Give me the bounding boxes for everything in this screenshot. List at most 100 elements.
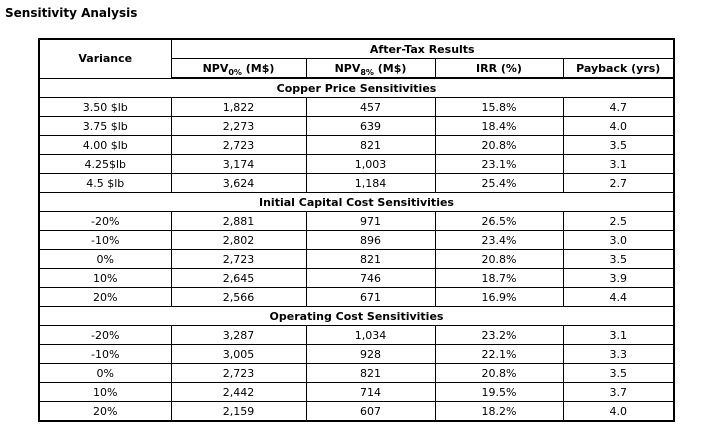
npv8-cell: 639 — [305, 116, 436, 136]
variance-cell: 20% — [38, 287, 172, 307]
irr-cell: 20.8% — [434, 249, 564, 269]
irr-cell: 23.1% — [434, 154, 564, 174]
payback-cell: 4.0 — [562, 401, 675, 422]
npv0-cell: 3,174 — [170, 154, 307, 174]
section-title-operating-cost: Operating Cost Sensitivities — [38, 306, 675, 326]
table-row: -10% 2,802 896 23.4% 3.0 — [38, 230, 675, 250]
npv0-cell: 2,802 — [170, 230, 307, 250]
payback-cell: 3.1 — [562, 154, 675, 174]
variance-cell: 10% — [38, 382, 172, 402]
payback-cell: 3.0 — [562, 230, 675, 250]
irr-cell: 18.4% — [434, 116, 564, 136]
irr-column-header: IRR (%) — [434, 58, 564, 79]
npv8-cell: 821 — [305, 363, 436, 383]
table-row: 10% 2,442 714 19.5% 3.7 — [38, 382, 675, 402]
section-copper-price: Copper Price Sensitivities 3.50 $lb 1,822… — [38, 77, 675, 193]
npv0-cell: 2,723 — [170, 363, 307, 383]
variance-cell: -10% — [38, 230, 172, 250]
table-row: 0% 2,723 821 20.8% 3.5 — [38, 363, 675, 383]
npv8-cell: 971 — [305, 211, 436, 231]
npv0-cell: 2,881 — [170, 211, 307, 231]
payback-cell: 3.1 — [562, 325, 675, 345]
section-header-row: Initial Capital Cost Sensitivities — [38, 192, 675, 212]
npv8-cell: 457 — [305, 97, 436, 117]
npv8-cell: 671 — [305, 287, 436, 307]
table-row: 20% 2,159 607 18.2% 4.0 — [38, 401, 675, 422]
after-tax-results-header: After-Tax Results — [170, 38, 675, 59]
table-row: 20% 2,566 671 16.9% 4.4 — [38, 287, 675, 307]
table-row: -10% 3,005 928 22.1% 3.3 — [38, 344, 675, 364]
npv8-cell: 1,184 — [305, 173, 436, 193]
variance-cell: 0% — [38, 249, 172, 269]
irr-cell: 19.5% — [434, 382, 564, 402]
table-row: -20% 3,287 1,034 23.2% 3.1 — [38, 325, 675, 345]
payback-cell: 4.4 — [562, 287, 675, 307]
npv0-unit: (M$) — [241, 61, 275, 75]
npv0-cell: 3,287 — [170, 325, 307, 345]
irr-cell: 16.9% — [434, 287, 564, 307]
table-row: 10% 2,645 746 18.7% 3.9 — [38, 268, 675, 288]
irr-cell: 22.1% — [434, 344, 564, 364]
npv8-subscript: 8% — [360, 67, 374, 77]
irr-cell: 23.4% — [434, 230, 564, 250]
irr-cell: 20.8% — [434, 363, 564, 383]
npv0-cell: 2,723 — [170, 135, 307, 155]
npv8-cell: 607 — [305, 401, 436, 422]
payback-cell: 3.3 — [562, 344, 675, 364]
irr-cell: 18.2% — [434, 401, 564, 422]
variance-cell: 4.25$lb — [38, 154, 172, 174]
section-title-copper-price: Copper Price Sensitivities — [38, 77, 675, 98]
section-header-row: Operating Cost Sensitivities — [38, 306, 675, 326]
npv0-base: NPV — [202, 61, 229, 75]
irr-cell: 25.4% — [434, 173, 564, 193]
section-title-initial-capital-cost: Initial Capital Cost Sensitivities — [38, 192, 675, 212]
npv0-cell: 2,645 — [170, 268, 307, 288]
variance-cell: 4.5 $lb — [38, 173, 172, 193]
payback-cell: 3.9 — [562, 268, 675, 288]
npv8-cell: 1,003 — [305, 154, 436, 174]
irr-cell: 20.8% — [434, 135, 564, 155]
npv0-cell: 2,159 — [170, 401, 307, 422]
npv8-cell: 821 — [305, 135, 436, 155]
payback-cell: 3.5 — [562, 363, 675, 383]
npv8-cell: 896 — [305, 230, 436, 250]
table-row: 4.00 $lb 2,723 821 20.8% 3.5 — [38, 135, 675, 155]
npv8-cell: 714 — [305, 382, 436, 402]
variance-cell: 10% — [38, 268, 172, 288]
variance-cell: 0% — [38, 363, 172, 383]
payback-cell: 3.5 — [562, 135, 675, 155]
npv8-column-header: NPV8% (M$) — [305, 58, 436, 79]
payback-cell: 2.7 — [562, 173, 675, 193]
variance-cell: 3.50 $lb — [38, 97, 172, 117]
section-header-row: Copper Price Sensitivities — [38, 77, 675, 98]
variance-column-header: Variance — [38, 38, 172, 79]
irr-cell: 15.8% — [434, 97, 564, 117]
variance-cell: -20% — [38, 325, 172, 345]
irr-cell: 26.5% — [434, 211, 564, 231]
npv8-cell: 928 — [305, 344, 436, 364]
npv8-cell: 746 — [305, 268, 436, 288]
payback-cell: 4.7 — [562, 97, 675, 117]
variance-cell: -10% — [38, 344, 172, 364]
group-header-row: Variance After-Tax Results — [38, 38, 675, 79]
variance-cell: 4.00 $lb — [38, 135, 172, 155]
irr-cell: 18.7% — [434, 268, 564, 288]
npv0-cell: 3,005 — [170, 344, 307, 364]
table-row: 0% 2,723 821 20.8% 3.5 — [38, 249, 675, 269]
payback-cell: 2.5 — [562, 211, 675, 231]
sensitivity-table: Variance After-Tax Results NPV0% (M$) NP… — [38, 38, 675, 422]
npv8-cell: 821 — [305, 249, 436, 269]
irr-cell: 23.2% — [434, 325, 564, 345]
section-initial-capital-cost: Initial Capital Cost Sensitivities -20% 2… — [38, 192, 675, 307]
payback-cell: 3.5 — [562, 249, 675, 269]
table-row: 4.5 $lb 3,624 1,184 25.4% 2.7 — [38, 173, 675, 193]
table-row: -20% 2,881 971 26.5% 2.5 — [38, 211, 675, 231]
npv0-subscript: 0% — [228, 67, 242, 77]
payback-cell: 3.7 — [562, 382, 675, 402]
npv0-column-header: NPV0% (M$) — [170, 58, 307, 79]
npv8-base: NPV — [334, 61, 361, 75]
npv0-cell: 3,624 — [170, 173, 307, 193]
npv0-cell: 2,442 — [170, 382, 307, 402]
npv0-cell: 2,723 — [170, 249, 307, 269]
